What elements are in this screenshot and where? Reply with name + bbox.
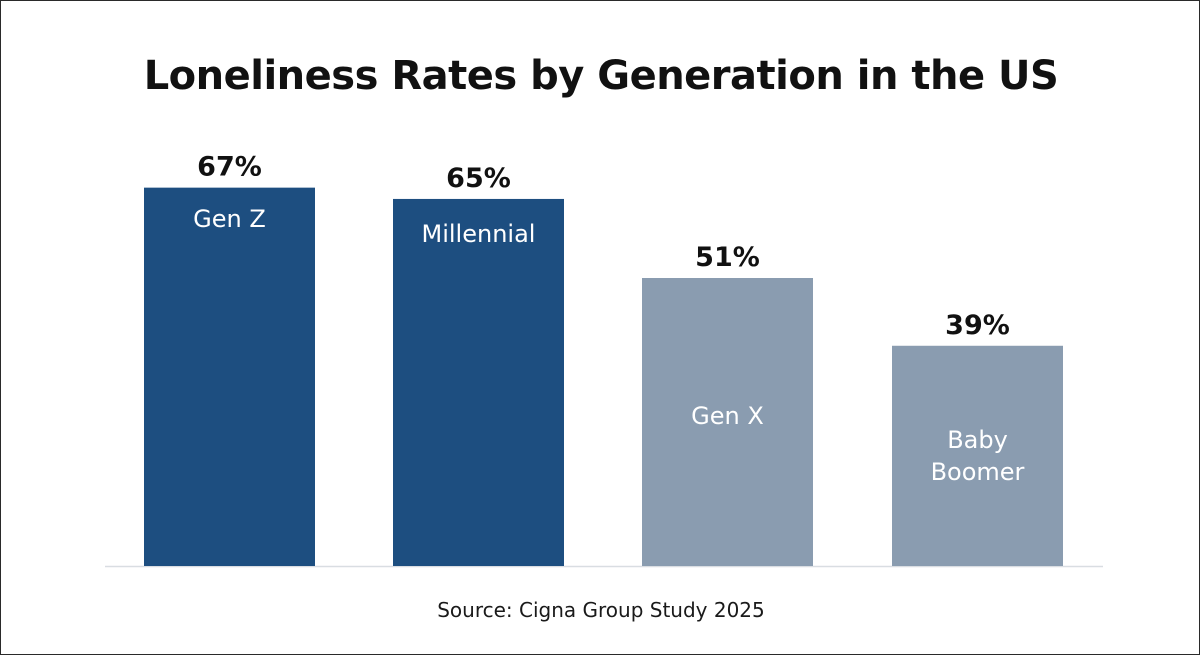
category-label-baby-boomer: Baby Boomer <box>931 426 1025 486</box>
value-label-baby-boomer: 39% <box>945 310 1010 341</box>
bar-gen-z <box>144 187 315 566</box>
category-label-millennial: Millennial <box>422 220 536 248</box>
category-label-gen-z: Gen Z <box>193 205 266 233</box>
value-label-gen-z: 67% <box>197 152 262 183</box>
chart-title: Loneliness Rates by Generation in the US <box>143 53 1059 99</box>
bar-millennial <box>393 198 564 567</box>
value-label-gen-x: 51% <box>695 242 760 273</box>
category-label-gen-x: Gen X <box>691 402 764 430</box>
value-label-millennial: 65% <box>446 163 511 194</box>
source-caption: Source: Cigna Group Study 2025 <box>437 598 765 622</box>
bar-gen-x <box>642 278 813 566</box>
bar-baby-boomer <box>892 345 1063 566</box>
